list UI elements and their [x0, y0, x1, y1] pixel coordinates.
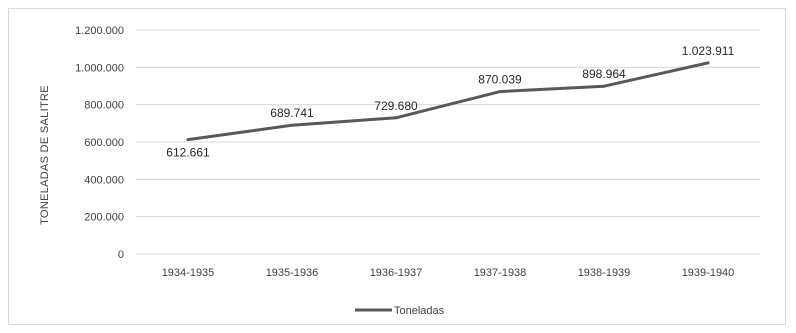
- data-label: 1.023.911: [682, 44, 735, 58]
- y-axis-label: TONELADAS DE SALITRE: [39, 85, 51, 225]
- data-point: [706, 61, 710, 65]
- data-label: 898.964: [582, 67, 626, 81]
- series-layer: [186, 61, 710, 142]
- data-label: 870.039: [478, 73, 522, 87]
- y-tick-label: 0: [118, 249, 124, 261]
- x-tick-label: 1935-1936: [266, 267, 319, 279]
- x-tick-label: 1938-1939: [578, 267, 631, 279]
- data-point: [186, 138, 190, 142]
- data-point: [498, 90, 502, 94]
- data-point: [290, 123, 294, 127]
- data-label: 689.741: [270, 106, 314, 120]
- data-label: 729.680: [374, 99, 418, 113]
- x-axis-ticks: 1934-1935 1935-1936 1936-1937 1937-1938 1938…: [162, 267, 735, 279]
- y-tick-label: 800.000: [84, 100, 124, 112]
- y-tick-label: 1.000.000: [75, 62, 124, 74]
- data-label: 612.661: [166, 146, 210, 160]
- x-tick-label: 1939-1940: [682, 267, 735, 279]
- legend: Toneladas: [355, 305, 445, 317]
- y-tick-label: 200.000: [84, 212, 124, 224]
- x-tick-label: 1934-1935: [162, 267, 215, 279]
- y-tick-label: 400.000: [84, 174, 124, 186]
- y-tick-label: 600.000: [84, 137, 124, 149]
- data-point: [602, 84, 606, 88]
- series-line: [186, 61, 710, 142]
- y-tick-label: 1.200.000: [75, 25, 124, 37]
- x-tick-label: 1937-1938: [474, 267, 527, 279]
- y-axis-ticks: 0 200.000 400.000 600.000 800.000 1.000.000 1.…: [75, 25, 124, 261]
- chart-frame: [8, 8, 786, 325]
- gridlines: [136, 29, 760, 255]
- data-point: [394, 116, 398, 120]
- legend-label: Toneladas: [394, 305, 445, 317]
- x-tick-label: 1936-1937: [370, 267, 423, 279]
- data-labels: 612.661 689.741 729.680 870.039 898.964 1.023…: [166, 44, 734, 160]
